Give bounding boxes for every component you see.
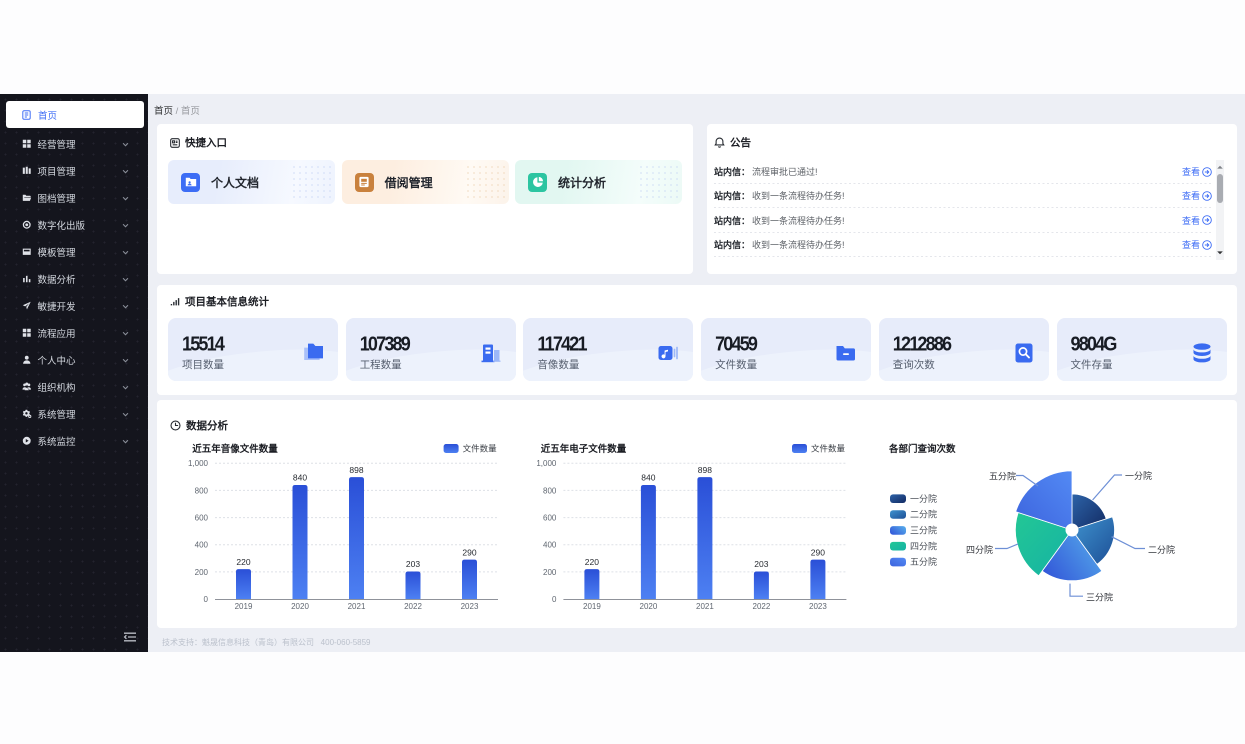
svg-text:840: 840 [641,473,655,483]
svg-text:200: 200 [543,568,557,577]
svg-text:文件数量: 文件数量 [463,444,498,454]
svg-text:220: 220 [585,557,599,567]
svg-text:0: 0 [552,595,557,604]
svg-text:二分院: 二分院 [1148,544,1175,555]
svg-text:2020: 2020 [291,602,309,611]
svg-text:600: 600 [543,514,557,523]
svg-text:800: 800 [195,486,209,495]
svg-text:三分院: 三分院 [910,525,937,536]
svg-text:2019: 2019 [235,602,253,611]
svg-text:2021: 2021 [696,602,714,611]
svg-text:800: 800 [543,486,557,495]
svg-text:2020: 2020 [640,602,658,611]
svg-text:二分院: 二分院 [910,509,937,520]
svg-text:五分院: 五分院 [989,471,1016,482]
svg-text:290: 290 [811,547,825,557]
svg-text:文件数量: 文件数量 [811,444,846,454]
svg-text:五分院: 五分院 [910,556,937,567]
svg-text:600: 600 [195,514,209,523]
svg-text:四分院: 四分院 [966,544,993,555]
svg-text:近五年音像文件数量: 近五年音像文件数量 [192,443,278,455]
svg-text:400: 400 [195,541,209,550]
svg-text:2022: 2022 [753,602,771,611]
svg-text:400: 400 [543,541,557,550]
svg-text:一分院: 一分院 [1125,470,1152,481]
svg-text:2023: 2023 [809,602,827,611]
svg-text:2021: 2021 [348,602,366,611]
svg-text:三分院: 三分院 [1086,592,1113,603]
svg-text:2023: 2023 [461,602,479,611]
svg-text:一分院: 一分院 [910,493,937,504]
svg-text:898: 898 [698,465,712,475]
svg-text:0: 0 [204,595,209,604]
svg-text:898: 898 [349,465,363,475]
svg-text:200: 200 [195,568,209,577]
svg-text:290: 290 [462,547,476,557]
svg-text:1,000: 1,000 [188,459,209,468]
svg-text:840: 840 [293,473,307,483]
svg-text:2022: 2022 [404,602,422,611]
svg-text:各部门查询次数: 各部门查询次数 [888,443,956,455]
svg-text:1,000: 1,000 [536,459,557,468]
svg-text:四分院: 四分院 [910,540,937,551]
svg-text:220: 220 [236,557,250,567]
svg-text:2019: 2019 [583,602,601,611]
svg-text:近五年电子文件数量: 近五年电子文件数量 [541,443,627,455]
svg-text:203: 203 [754,559,768,569]
svg-text:203: 203 [406,559,420,569]
